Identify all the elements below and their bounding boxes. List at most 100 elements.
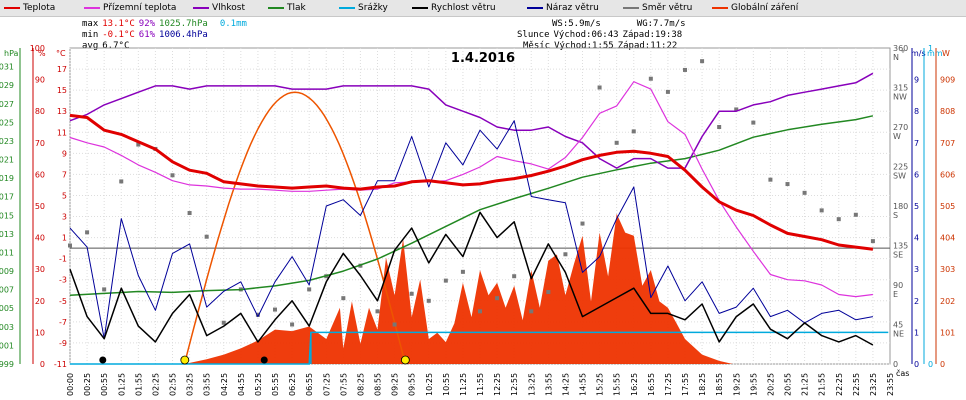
hpa-tick-label: 1009 (0, 267, 14, 276)
legend-wind-dir: Směr větru (623, 3, 692, 13)
rain-series (70, 331, 889, 365)
x-tick-label: 16:25 (630, 373, 639, 396)
x-tick-label: 03:25 (186, 373, 195, 396)
legend-bar: Teplota Přízemní teplota Vlhkost Tlak Sr… (0, 0, 966, 17)
wind-dir-point (255, 312, 260, 317)
x-tick-label: 06:55 (305, 373, 314, 396)
deg-tick-label: 90 (893, 281, 903, 290)
wind-dir-point (597, 85, 602, 90)
ms-tick-label: 9 (914, 76, 919, 85)
hpa-tick-label: 1017 (0, 193, 14, 202)
legend-ground-temp: Přízemní teplota (84, 3, 176, 13)
sun-times: Slunce Východ:06:43 Západ:19:38 (517, 30, 683, 40)
wind-dir-point (529, 309, 534, 314)
x-tick-label: 21:55 (818, 373, 827, 396)
x-tick-label: 07:55 (339, 373, 348, 396)
hpa-tick-label: 1025 (0, 118, 14, 127)
ms-tick-label: 2 (914, 297, 919, 306)
wm2-tick-label: 909 (940, 76, 955, 85)
ground-temp-swatch-icon (84, 6, 100, 9)
wind-dir-point (648, 76, 653, 81)
stat-min: min -0.1°C 61% 1006.4hPa (82, 30, 208, 40)
hpa-tick-label: 1019 (0, 174, 14, 183)
deg-tick-label: 135 (893, 242, 908, 251)
wind-dir-point (290, 322, 295, 327)
x-tick-label: 08:25 (356, 373, 365, 396)
wind-dir-point (836, 217, 841, 222)
humidity-swatch-icon (193, 6, 209, 9)
x-tick-label: 10:55 (442, 373, 451, 396)
radiation-area-path (184, 213, 733, 364)
degc-tick-label: -3 (59, 276, 67, 285)
sun-elevation-curve (183, 91, 407, 365)
x-tick-label: 05:55 (271, 373, 280, 396)
wind-dir-point (68, 243, 72, 248)
pressure-swatch-icon (268, 6, 284, 9)
wm2-axis-label: W (942, 49, 950, 58)
wind-dir-point (768, 177, 773, 182)
x-tick-label: 16:55 (647, 373, 656, 396)
x-tick-label: 08:55 (374, 373, 383, 396)
rain-line (70, 331, 889, 365)
wind-dir-point (751, 120, 756, 125)
x-tick-label: 13:25 (527, 373, 536, 396)
hpa-tick-label: 1027 (0, 100, 14, 109)
dir-tick-label: N (893, 53, 899, 62)
legend-wind-gust: Náraz větru (527, 3, 599, 13)
ms-tick-label: 1 (914, 328, 919, 337)
hpa-tick-label: 999 (0, 360, 14, 369)
pct-tick-label: 90 (35, 76, 45, 85)
wind-dir-point (392, 322, 397, 327)
wind-speed-line (69, 211, 874, 346)
humidity-line (69, 72, 874, 169)
x-tick-label: 03:55 (203, 373, 212, 396)
pct-tick-label: 20 (35, 297, 45, 306)
degc-tick-label: -9 (59, 339, 67, 348)
hpa-tick-label: 1031 (0, 63, 14, 72)
degc-tick-label: 9 (62, 149, 67, 158)
x-tick-label: 05:25 (254, 373, 263, 396)
ms-tick-label: 0 (914, 360, 919, 369)
degc-tick-label: 3 (62, 213, 67, 222)
pct-tick-label: 100 (30, 44, 45, 53)
x-tick-label: 18:25 (698, 373, 707, 396)
degc-tick-label: -11 (54, 360, 67, 369)
wind-dir-point (426, 298, 431, 303)
wind-dir-point (580, 221, 585, 226)
x-tick-label: 20:25 (766, 373, 775, 396)
pct-tick-label: 40 (35, 234, 45, 243)
wind-dir-point (221, 320, 226, 325)
wm2-tick-label: 202 (940, 297, 955, 306)
deg-tick-label: 45 (893, 321, 903, 330)
wind-dir-point (119, 179, 124, 184)
wind-direction-series (68, 59, 875, 327)
wm2-tick-label: 707 (940, 139, 955, 148)
deg-tick-label: 315 (893, 84, 908, 93)
x-tick-label: 12:55 (510, 373, 519, 396)
legend-rain: Srážky (339, 3, 388, 13)
wind-dir-point (409, 291, 414, 296)
deg-tick-label: 225 (893, 163, 908, 172)
sun-curve-path (183, 91, 407, 365)
x-tick-label: 09:55 (408, 373, 417, 396)
x-tick-label: 13:55 (544, 373, 553, 396)
degc-tick-label: 17 (57, 65, 67, 74)
dir-tick-label: SW (893, 172, 906, 181)
wind-dir-point (683, 67, 687, 72)
x-axis-label: čas (896, 368, 909, 378)
pct-tick-label: 50 (35, 202, 45, 211)
x-tick-label: 10:25 (425, 373, 434, 396)
ms-tick-label: 5 (914, 202, 919, 211)
hpa-tick-label: 1011 (0, 248, 14, 257)
pct-tick-label: 10 (35, 328, 45, 337)
axes: 9991001100310051007100910111013101510171… (0, 44, 955, 396)
hpa-tick-label: 1029 (0, 81, 14, 90)
wind-dir-point (187, 211, 192, 216)
x-tick-label: 04:25 (220, 373, 229, 396)
degc-tick-label: 7 (62, 170, 67, 179)
wind-dir-point (375, 309, 380, 314)
wm2-tick-label: 505 (940, 202, 955, 211)
wind-dir-point (478, 309, 482, 314)
